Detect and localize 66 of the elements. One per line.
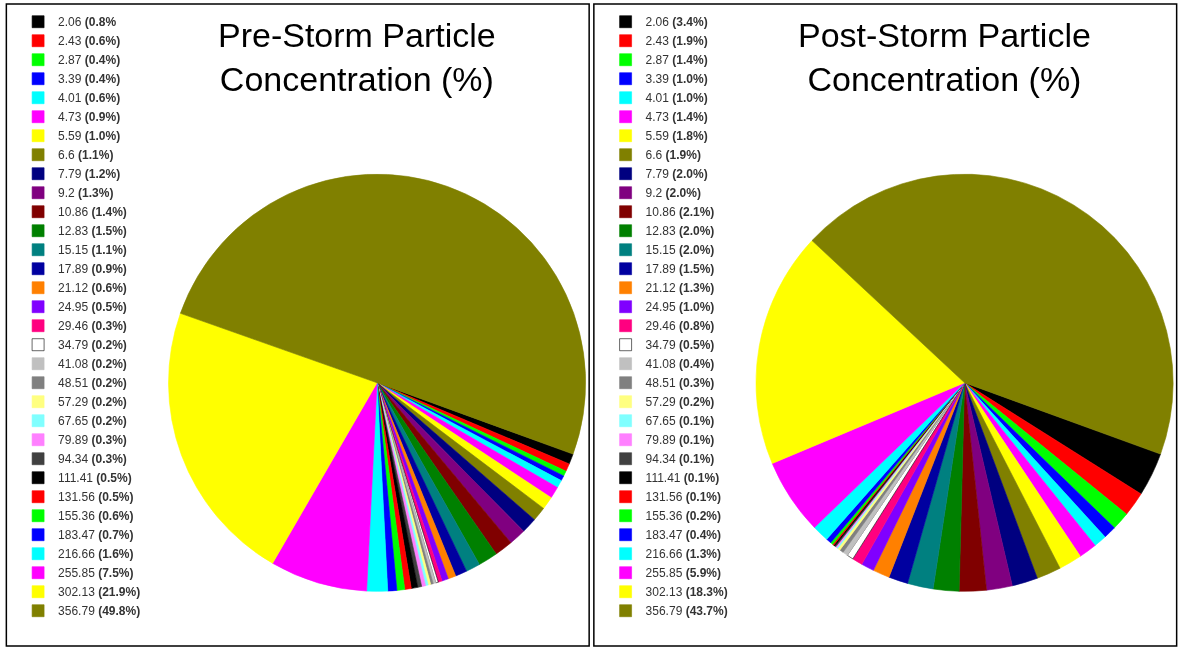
legend-label: 21.12 (0.6%) <box>58 281 127 296</box>
legend-label: 57.29 (0.2%) <box>645 395 715 410</box>
legend-label: 94.34 (0.3%) <box>58 452 127 467</box>
legend-label: 34.79 (0.2%) <box>58 338 127 353</box>
legend-label: 7.79 (2.0%) <box>645 167 708 182</box>
legend-label: 5.59 (1.0%) <box>58 129 121 144</box>
legend-label: 2.43 (1.9%) <box>645 34 708 49</box>
legend-label: 255.85 (7.5%) <box>58 566 134 581</box>
legend-label: 48.51 (0.3%) <box>645 376 715 391</box>
legend-label: 15.15 (1.1%) <box>58 243 127 258</box>
legend-label: 3.39 (1.0%) <box>645 72 708 87</box>
legend-label: 302.13 (18.3%) <box>645 585 728 600</box>
text: Post-Storm Particle Concentration (%) <box>798 16 1091 99</box>
legend-label: 216.66 (1.6%) <box>58 547 134 562</box>
legend-label: 131.56 (0.1%) <box>645 490 721 505</box>
legend-label: 17.89 (1.5%) <box>645 262 715 277</box>
legend-label: 9.2 (1.3%) <box>58 186 114 201</box>
legend-label: 12.83 (1.5%) <box>58 224 127 239</box>
legend-label: 48.51 (0.2%) <box>58 376 127 391</box>
legend-label: 12.83 (2.0%) <box>645 224 715 239</box>
legend-label: 4.73 (0.9%) <box>58 110 121 125</box>
legend-label: 155.36 (0.2%) <box>645 509 721 524</box>
legend-label: 21.12 (1.3%) <box>645 281 715 296</box>
legend-label: 6.6 (1.9%) <box>645 148 701 163</box>
legend-label: 356.79 (49.8%) <box>58 604 141 619</box>
legend-label: 6.6 (1.1%) <box>58 148 114 163</box>
legend-label: 7.79 (1.2%) <box>58 167 121 182</box>
legend-label: 111.41 (0.5%) <box>58 471 132 486</box>
legend-label: 57.29 (0.2%) <box>58 395 127 410</box>
legend-label: 2.87 (0.4%) <box>58 53 121 68</box>
legend-label: 183.47 (0.4%) <box>645 528 721 543</box>
text: Pre-Storm Particle Concentration (%) <box>218 16 496 99</box>
legend-label: 2.43 (0.6%) <box>58 34 121 49</box>
legend-label: 4.73 (1.4%) <box>645 110 708 125</box>
legend-label: 9.2 (2.0%) <box>645 186 701 201</box>
legend-label: 67.65 (0.2%) <box>58 414 127 429</box>
legend-label: 15.15 (2.0%) <box>645 243 715 258</box>
legend-label: 41.08 (0.4%) <box>645 357 715 372</box>
legend-label: 3.39 (0.4%) <box>58 72 121 87</box>
legend-label: 2.87 (1.4%) <box>645 53 708 68</box>
legend-label: 41.08 (0.2%) <box>58 357 127 372</box>
legend-label: 29.46 (0.8%) <box>645 319 715 334</box>
legend-label: 356.79 (43.7%) <box>645 604 728 619</box>
legend-label: 155.36 (0.6%) <box>58 509 134 524</box>
legend-label: 2.06 (0.8% <box>58 15 117 30</box>
legend-label: 24.95 (1.0%) <box>645 300 715 315</box>
legend-label: 79.89 (0.1%) <box>645 433 715 448</box>
legend-label: 216.66 (1.3%) <box>645 547 721 562</box>
legend-label: 4.01 (0.6%) <box>58 91 121 106</box>
legend-label: 34.79 (0.5%) <box>645 338 715 353</box>
legend-label: 255.85 (5.9%) <box>645 566 721 581</box>
legend-label: 79.89 (0.3%) <box>58 433 127 448</box>
legend-label: 4.01 (1.0%) <box>645 91 708 106</box>
legend-label: 2.06 (3.4%) <box>645 15 708 30</box>
legend-label: 10.86 (2.1%) <box>645 205 715 220</box>
legend-label: 302.13 (21.9%) <box>58 585 141 600</box>
legend-label: 24.95 (0.5%) <box>58 300 127 315</box>
legend-label: 29.46 (0.3%) <box>58 319 127 334</box>
legend-label: 183.47 (0.7%) <box>58 528 134 543</box>
legend-label: 5.59 (1.8%) <box>645 129 708 144</box>
legend-label: 10.86 (1.4%) <box>58 205 127 220</box>
legend-label: 131.56 (0.5%) <box>58 490 134 505</box>
legend-label: 94.34 (0.1%) <box>645 452 715 467</box>
legend-label: 17.89 (0.9%) <box>58 262 127 277</box>
legend-label: 111.41 (0.1%) <box>645 471 720 486</box>
legend-label: 67.65 (0.1%) <box>645 414 715 429</box>
